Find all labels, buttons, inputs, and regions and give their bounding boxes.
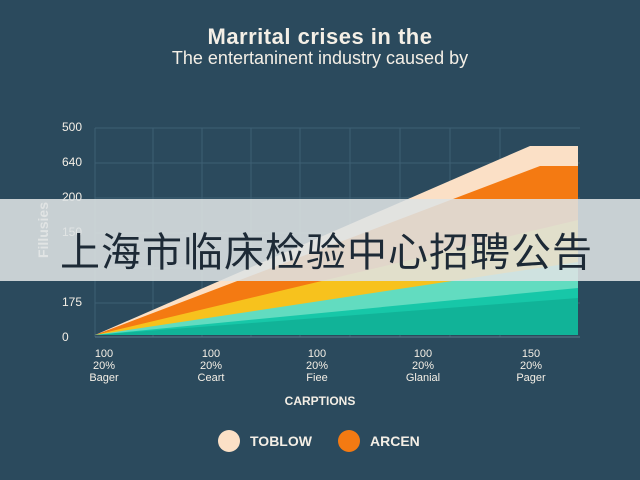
legend-item-arcen: ARCEN <box>338 430 420 452</box>
x-tick-label-1-1: 20% <box>200 360 222 372</box>
x-tick-label-4-1: 20% <box>520 360 542 372</box>
x-tick-label-4-2: Pager <box>516 372 546 384</box>
y-tick-label-1: 640 <box>62 155 82 169</box>
x-tick-label-0-2: Bager <box>89 372 119 384</box>
x-tick-label-3-2: Glanial <box>406 372 440 384</box>
y-tick-label-0: 500 <box>62 120 82 134</box>
x-axis-label: CARPTIONS <box>285 394 356 408</box>
y-tick-label-6: 0 <box>62 330 69 344</box>
legend-label-arcen: ARCEN <box>370 433 420 449</box>
x-tick-label-2-1: 20% <box>306 360 328 372</box>
legend-swatch-arcen <box>338 430 360 452</box>
x-tick-label-0-0: 100 <box>95 348 113 360</box>
banner-overlay <box>0 199 640 281</box>
x-tick-label-2-0: 100 <box>308 348 326 360</box>
x-tick-label-2-2: Fiee <box>306 372 327 384</box>
x-tick-label-4-0: 150 <box>522 348 540 360</box>
legend-item-toblow: TOBLOW <box>218 430 312 452</box>
x-tick-label-1-2: Ceart <box>198 372 225 384</box>
chart-title-line2: The entertaninent industry caused by <box>171 48 469 68</box>
x-tick-label-0-1: 20% <box>93 360 115 372</box>
chart-title-line1: Marrital crises in the <box>207 24 433 49</box>
x-tick-label-1-0: 100 <box>202 348 220 360</box>
area-series-teal-dark <box>95 280 578 335</box>
y-tick-label-5: 175 <box>62 295 82 309</box>
x-tick-label-3-0: 100 <box>414 348 432 360</box>
legend-swatch-toblow <box>218 430 240 452</box>
x-tick-label-3-1: 20% <box>412 360 434 372</box>
legend-label-toblow: TOBLOW <box>250 433 312 449</box>
banner-text: 上海市临床检验中心招聘公告 <box>60 230 593 276</box>
